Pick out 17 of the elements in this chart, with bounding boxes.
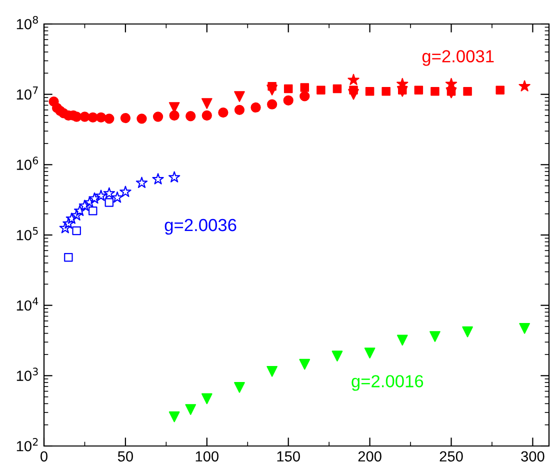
x-tick-label: 50 [118,451,133,462]
annotation: g=2.0036 [164,218,236,235]
x-tick-label: 0 [40,451,48,462]
x-tick-label: 250 [440,451,463,462]
x-tick-label: 300 [521,451,544,462]
x-tick-label: 200 [358,451,382,462]
y-tick-label: 10$^{2}$ [16,438,38,452]
y-tick-label: 10$^{5}$ [16,227,38,240]
annotation: g=2.0016 [352,375,424,391]
y-tick-label: 10$^{6}$ [16,156,38,170]
annotation: g=2.0031 [422,50,494,66]
y-tick-label: 10$^{4}$ [16,297,38,311]
y-tick-label: 10$^{3}$ [16,368,38,381]
x-tick-label: 150 [277,451,300,462]
y-tick-label: 10$^{7}$ [16,86,38,100]
y-tick-label: 10$^{8}$ [16,16,38,30]
x-tick-label: 100 [196,451,218,462]
